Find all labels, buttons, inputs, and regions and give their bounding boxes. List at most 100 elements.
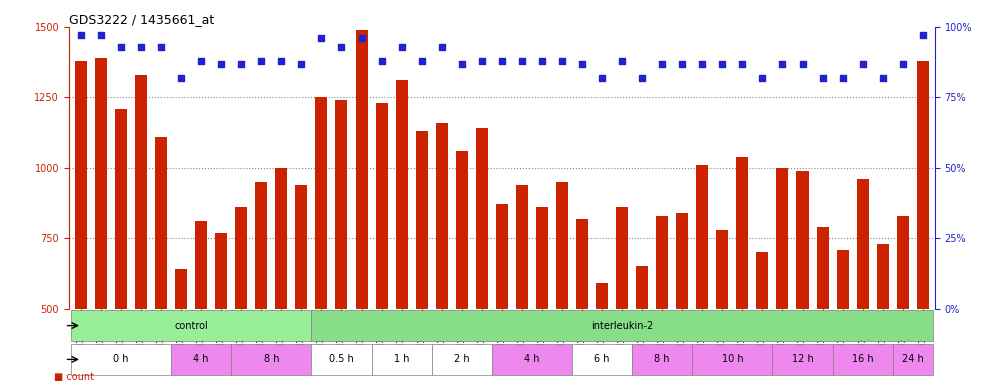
Bar (476, 128, 488, 309)
Bar (336, 100, 347, 309)
Bar (94, 58, 107, 309)
Bar (676, 213, 688, 309)
Bar (135, 75, 147, 309)
Bar (917, 61, 929, 309)
Bar (896, 216, 909, 309)
Point (254, 58, 270, 64)
Point (314, 35, 330, 41)
Point (394, 43, 409, 50)
Bar (295, 185, 307, 309)
Point (274, 58, 289, 64)
Text: 8 h: 8 h (264, 354, 279, 364)
Point (695, 60, 710, 66)
Bar (697, 165, 708, 309)
Point (654, 60, 670, 66)
Point (834, 74, 850, 81)
Bar (316, 97, 328, 309)
Point (474, 58, 490, 64)
Point (374, 58, 390, 64)
Text: 0.5 h: 0.5 h (329, 354, 354, 364)
Point (554, 58, 570, 64)
Bar (576, 218, 588, 309)
Text: 0 h: 0 h (113, 354, 129, 364)
Text: 24 h: 24 h (902, 354, 924, 364)
Point (795, 60, 811, 66)
Text: 8 h: 8 h (654, 354, 670, 364)
Text: 4 h: 4 h (194, 354, 209, 364)
Point (133, 43, 149, 50)
FancyBboxPatch shape (572, 344, 632, 375)
Bar (276, 168, 287, 309)
Text: control: control (174, 321, 208, 331)
FancyBboxPatch shape (892, 344, 933, 375)
Bar (415, 131, 428, 309)
Bar (215, 233, 227, 309)
Point (574, 60, 589, 66)
Bar (175, 269, 187, 309)
Text: 10 h: 10 h (721, 354, 743, 364)
Bar (877, 244, 889, 309)
Point (855, 60, 871, 66)
Point (454, 60, 469, 66)
Bar (155, 137, 167, 309)
FancyBboxPatch shape (171, 344, 231, 375)
Point (635, 74, 650, 81)
Bar (195, 221, 208, 309)
Point (534, 58, 550, 64)
Bar (836, 250, 848, 309)
Point (113, 43, 129, 50)
Point (193, 58, 209, 64)
Point (494, 58, 510, 64)
Point (915, 32, 931, 38)
Point (774, 60, 790, 66)
FancyBboxPatch shape (632, 344, 693, 375)
Point (434, 43, 450, 50)
Bar (596, 283, 608, 309)
FancyBboxPatch shape (71, 344, 171, 375)
FancyBboxPatch shape (772, 344, 832, 375)
Bar (817, 227, 829, 309)
Point (734, 60, 750, 66)
Point (894, 60, 910, 66)
Bar (255, 182, 268, 309)
Text: 16 h: 16 h (852, 354, 874, 364)
FancyBboxPatch shape (432, 344, 492, 375)
Point (353, 35, 369, 41)
Point (815, 74, 830, 81)
Text: interleukin-2: interleukin-2 (591, 321, 653, 331)
Bar (456, 151, 467, 309)
Point (714, 60, 730, 66)
Point (755, 74, 770, 81)
Text: 4 h: 4 h (524, 354, 539, 364)
FancyBboxPatch shape (372, 344, 432, 375)
Text: 12 h: 12 h (792, 354, 814, 364)
Text: 1 h: 1 h (394, 354, 409, 364)
Bar (776, 168, 788, 309)
FancyBboxPatch shape (311, 344, 372, 375)
Point (594, 74, 610, 81)
Bar (376, 103, 388, 309)
Point (233, 60, 249, 66)
Bar (556, 182, 568, 309)
FancyBboxPatch shape (231, 344, 311, 375)
Bar (115, 109, 127, 309)
Bar (857, 179, 869, 309)
Point (614, 58, 630, 64)
FancyBboxPatch shape (71, 310, 311, 341)
Bar (235, 207, 247, 309)
Text: 6 h: 6 h (594, 354, 610, 364)
Bar (516, 185, 527, 309)
FancyBboxPatch shape (492, 344, 572, 375)
Text: ■ count: ■ count (54, 372, 94, 382)
Bar (716, 230, 728, 309)
Point (875, 74, 891, 81)
Point (154, 43, 169, 50)
Point (93, 32, 109, 38)
Text: GDS3222 / 1435661_at: GDS3222 / 1435661_at (69, 13, 215, 26)
Bar (736, 157, 749, 309)
Bar (496, 204, 508, 309)
Point (173, 74, 189, 81)
Point (674, 60, 690, 66)
Bar (757, 252, 769, 309)
Point (334, 43, 349, 50)
